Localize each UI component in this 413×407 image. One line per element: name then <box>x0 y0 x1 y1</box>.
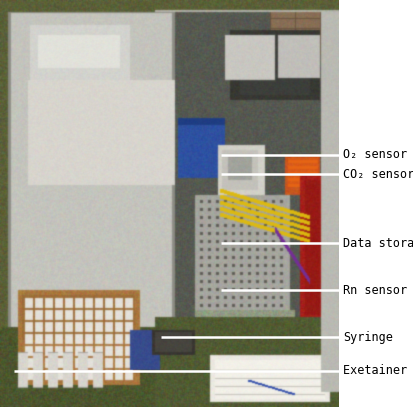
Bar <box>338 0 413 407</box>
Text: Data storage: Data storage <box>343 236 413 249</box>
Text: CO₂ sensor: CO₂ sensor <box>343 168 413 180</box>
Text: Syringe: Syringe <box>343 330 392 344</box>
Text: Rn sensor: Rn sensor <box>343 284 407 297</box>
Text: O₂ sensor: O₂ sensor <box>343 149 407 162</box>
Text: Exetainer vials: Exetainer vials <box>343 365 413 378</box>
